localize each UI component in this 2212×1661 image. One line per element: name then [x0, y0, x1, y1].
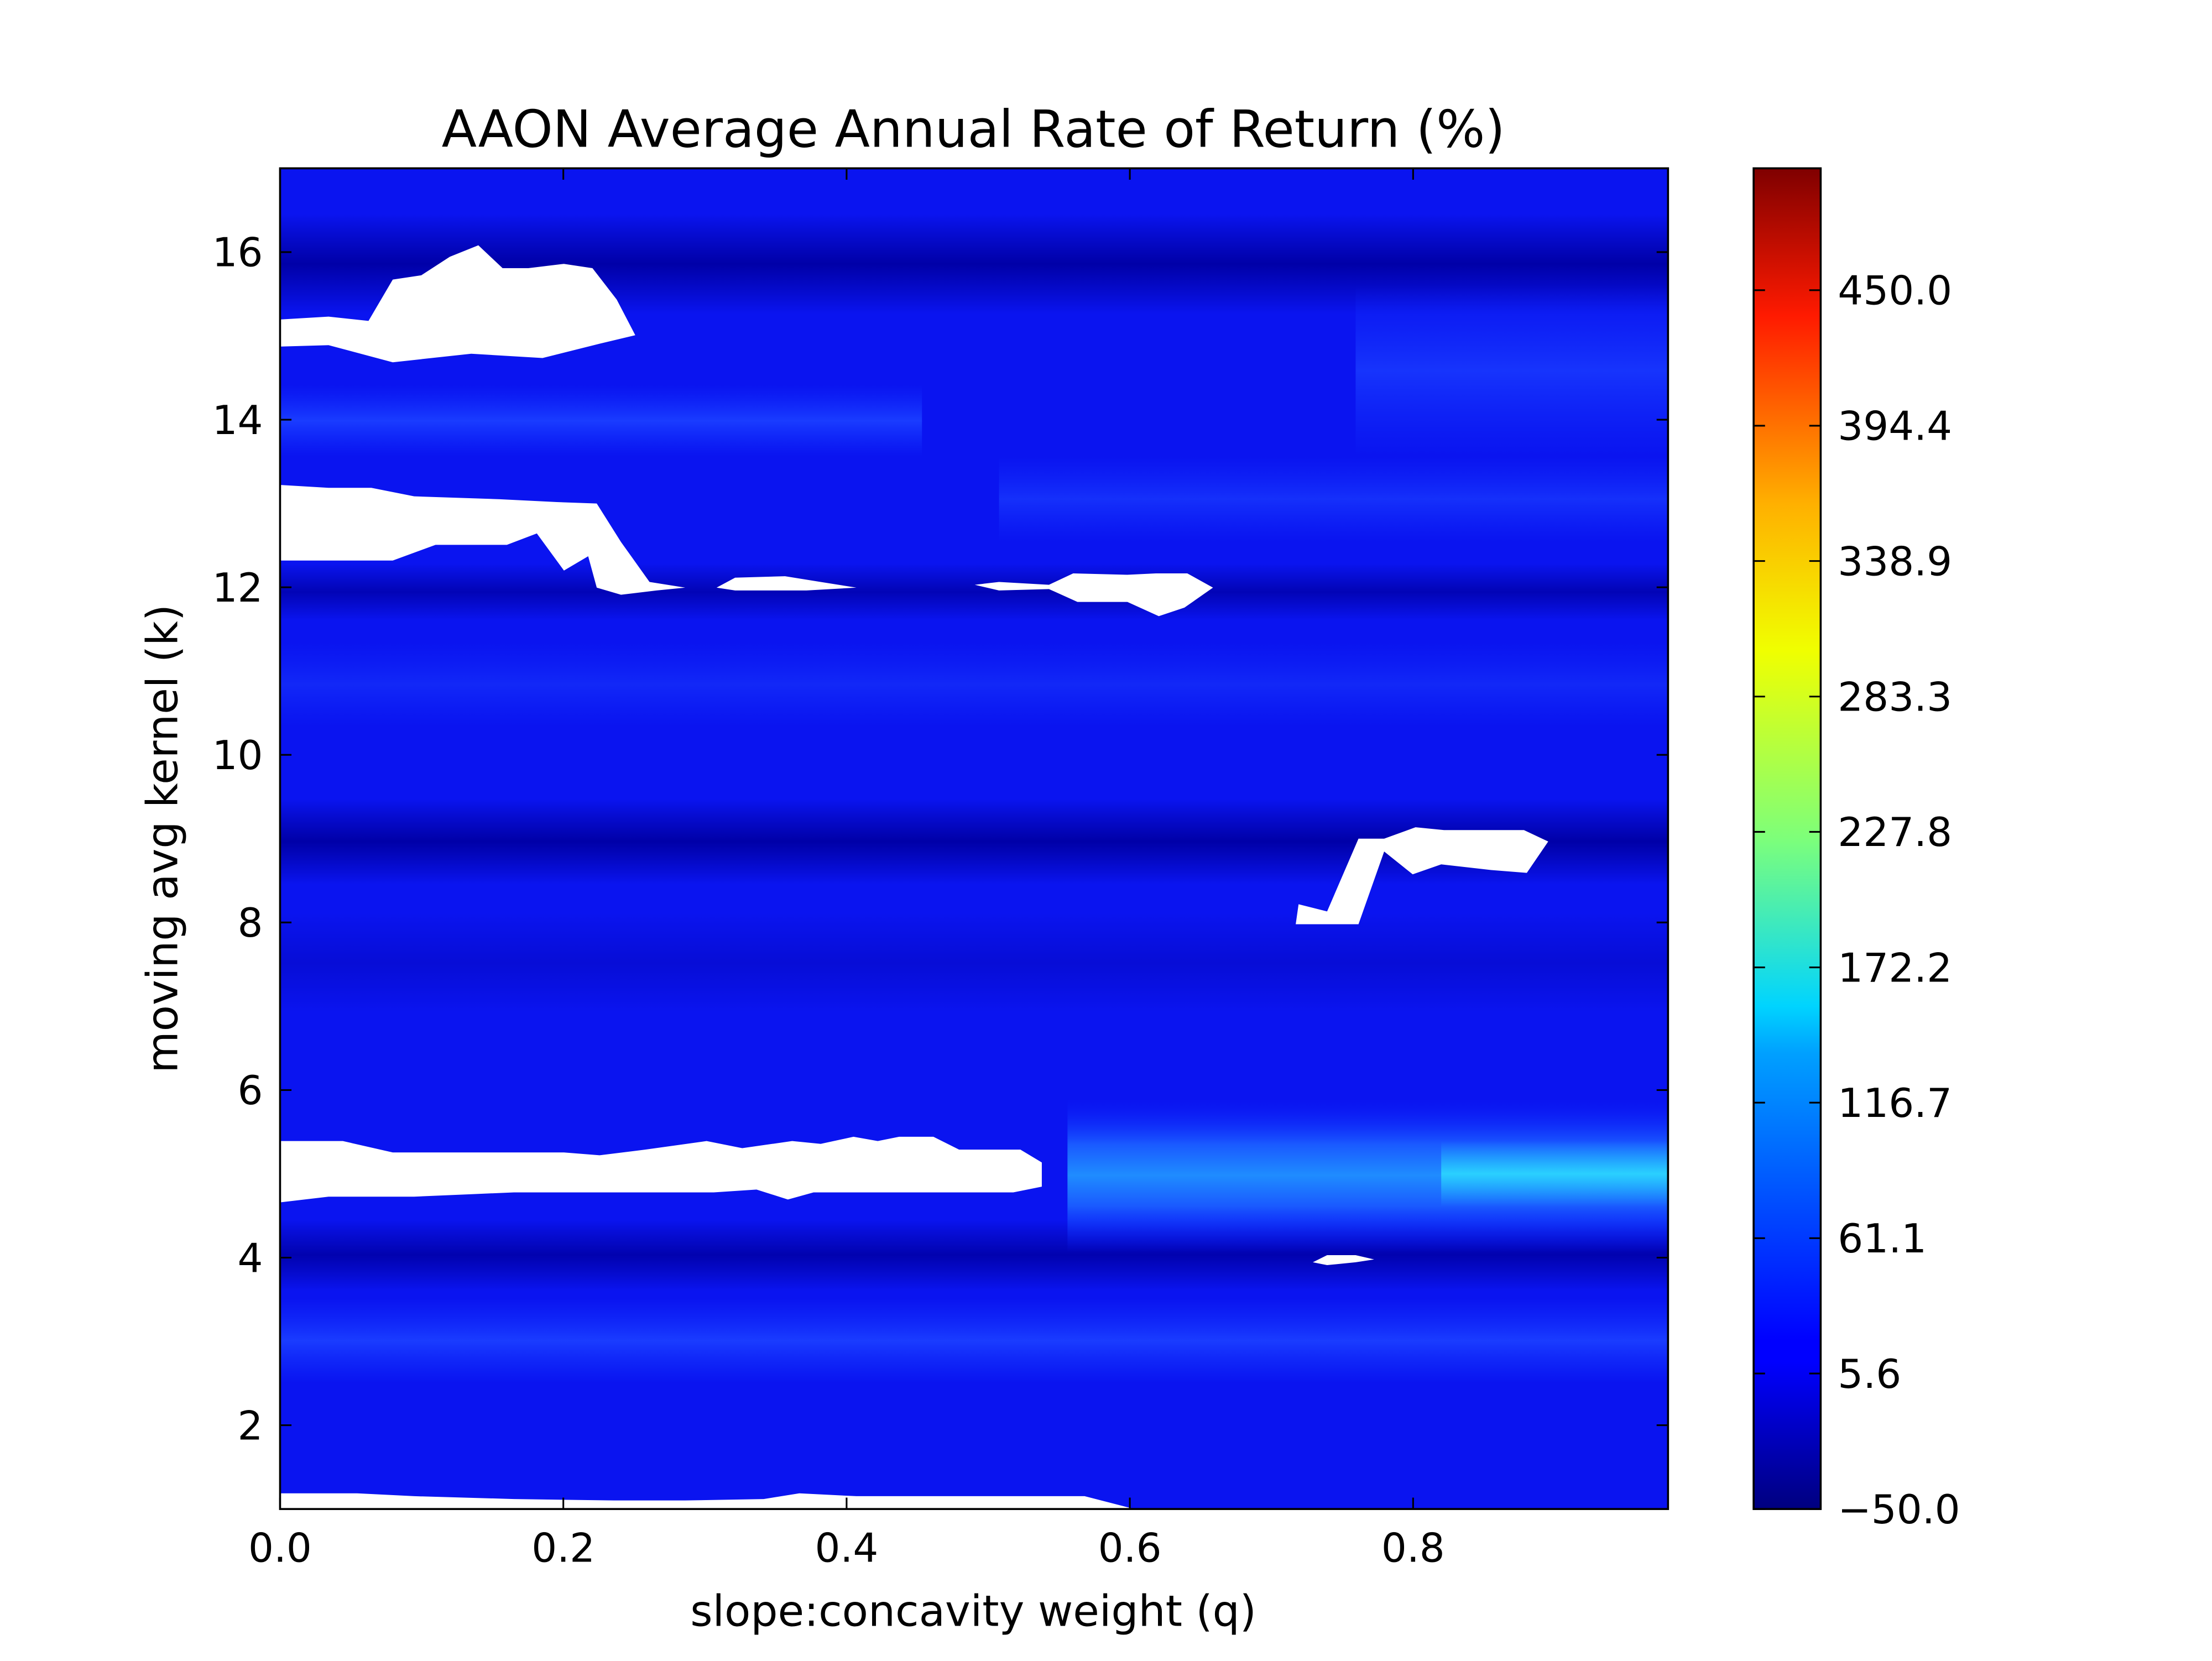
- y-tick-label: 6: [238, 1068, 263, 1114]
- chart-title: AAON Average Annual Rate of Return (%): [442, 100, 1505, 159]
- y-axis-label: moving avg kernel (k): [138, 604, 188, 1073]
- missing-region: [716, 576, 857, 591]
- missing-region: [1296, 827, 1548, 924]
- colorbar-tick-label: 338.9: [1838, 539, 1952, 585]
- x-axis: 0.0 0.2 0.4 0.6 0.8: [248, 168, 1445, 1572]
- plot-frame: [279, 167, 1670, 1510]
- colorbar-tick-label: 394.4: [1838, 404, 1952, 450]
- colorbar-tick-label: −50.0: [1838, 1487, 1960, 1533]
- colorbar-ticks: −50.0 5.6 61.1 116.7 172.2 227.8 283.3 338.9 394…: [1754, 268, 1960, 1533]
- missing-regions: [280, 245, 1548, 1509]
- y-tick-label: 10: [212, 733, 263, 779]
- colorbar-tick-label: 5.6: [1838, 1351, 1901, 1398]
- colorbar-tick-label: 61.1: [1838, 1216, 1927, 1262]
- missing-region: [280, 485, 686, 595]
- missing-region: [280, 245, 635, 363]
- colorbar-tick-label: 450.0: [1838, 268, 1952, 315]
- missing-region: [280, 1493, 1135, 1509]
- missing-region: [1313, 1255, 1374, 1266]
- heatmap-band-bright: [280, 385, 922, 457]
- x-tick-label: 0.2: [531, 1526, 595, 1572]
- heatmap-band-high: [1441, 1141, 1668, 1207]
- heatmap-band-dark: [280, 912, 1668, 1013]
- colorbar-tick-label: 227.8: [1838, 809, 1952, 856]
- colorbar-tick-label: 172.2: [1838, 945, 1952, 991]
- x-tick-label: 0.0: [248, 1526, 312, 1572]
- x-axis-label: slope:concavity weight (q): [690, 1587, 1256, 1637]
- y-tick-label: 12: [212, 565, 263, 612]
- heatmap-band-bright: [1355, 285, 1668, 457]
- missing-region: [974, 573, 1213, 617]
- y-tick-label: 16: [212, 230, 263, 276]
- colorbar-tick-label: 116.7: [1838, 1080, 1952, 1127]
- colorbar-tick-label: 283.3: [1838, 675, 1952, 721]
- y-tick-label: 8: [238, 900, 263, 947]
- x-tick-label: 0.8: [1381, 1526, 1445, 1572]
- y-tick-label: 2: [238, 1403, 263, 1449]
- heatmap-band-bright: [280, 1298, 1668, 1384]
- y-tick-label: 14: [212, 398, 263, 444]
- y-tick-label: 4: [238, 1235, 263, 1282]
- y-axis: 2 4 6 8 10 12 14 16: [212, 230, 1668, 1449]
- colorbar: −50.0 5.6 61.1 116.7 172.2 227.8 283.3 338.9 394…: [1752, 167, 1960, 1533]
- plot-area: [279, 167, 1670, 1510]
- missing-region: [280, 1136, 1042, 1203]
- colorbar-gradient: [1752, 167, 1822, 1510]
- x-tick-label: 0.4: [815, 1526, 878, 1572]
- heatmap-band-bright: [280, 641, 1668, 728]
- heatmap-band-bright: [999, 456, 1668, 542]
- heatmap-band-dark: [280, 563, 1668, 621]
- x-tick-label: 0.6: [1098, 1526, 1162, 1572]
